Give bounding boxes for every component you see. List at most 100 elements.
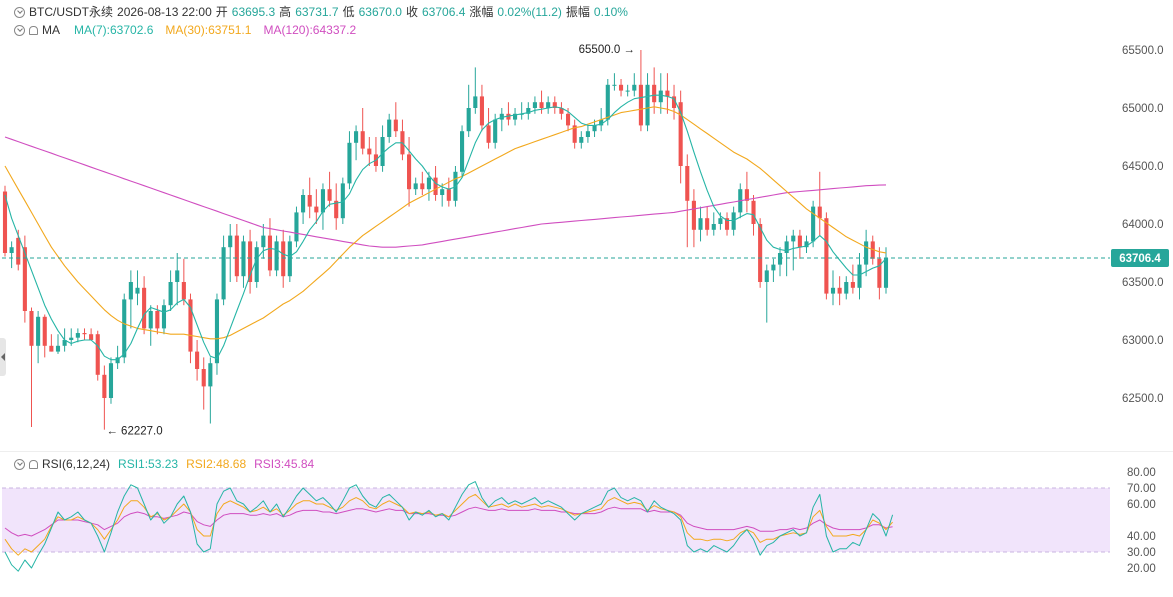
candle-body[interactable] [221, 247, 226, 300]
candle-body[interactable] [632, 84, 637, 91]
candle-body[interactable] [261, 235, 266, 248]
candle-body[interactable] [466, 108, 471, 132]
candle-body[interactable] [347, 142, 352, 184]
candle-body[interactable] [658, 90, 663, 103]
candle-body[interactable] [678, 102, 683, 166]
candle-body[interactable] [75, 333, 80, 338]
current-price-tag[interactable] [1111, 249, 1169, 268]
candle-body[interactable] [877, 258, 882, 288]
candle-body[interactable] [850, 282, 855, 288]
candle-body[interactable] [512, 113, 518, 120]
candle-body[interactable] [281, 241, 286, 277]
candle-body[interactable] [764, 270, 769, 282]
candle-body[interactable] [115, 357, 120, 364]
candle-body[interactable] [625, 90, 630, 92]
candle-body[interactable] [407, 154, 412, 190]
candle-body[interactable] [565, 113, 571, 126]
candle-body[interactable] [188, 299, 193, 352]
candle-body[interactable] [572, 125, 577, 143]
chevron-down-icon[interactable] [14, 6, 25, 18]
candle-body[interactable] [42, 316, 47, 346]
candle-body[interactable] [526, 108, 531, 114]
candle-body[interactable] [618, 84, 624, 91]
candle-body[interactable] [360, 131, 365, 149]
candle-body[interactable] [883, 258, 889, 288]
candle-body[interactable] [857, 264, 862, 288]
ma-label[interactable]: MA [42, 23, 60, 37]
candle-body[interactable] [241, 241, 246, 277]
candle-body[interactable] [870, 241, 875, 259]
candle-body[interactable] [248, 241, 253, 282]
candle-body[interactable] [433, 177, 438, 195]
candle-body[interactable] [214, 299, 220, 364]
candle-body[interactable] [605, 84, 610, 120]
candle-body[interactable] [155, 311, 160, 329]
candle-body[interactable] [274, 241, 279, 271]
candle-body[interactable] [320, 189, 326, 213]
candle-body[interactable] [817, 206, 822, 219]
candle-body[interactable] [95, 334, 100, 375]
candle-body[interactable] [49, 345, 54, 352]
candle-body[interactable] [55, 345, 61, 352]
chevron-down-icon[interactable] [14, 24, 25, 36]
candle-body[interactable] [181, 282, 186, 300]
candle-body[interactable] [267, 235, 273, 271]
candle-body[interactable] [532, 102, 537, 108]
candle-body[interactable] [493, 119, 498, 143]
candle-body[interactable] [420, 183, 425, 190]
candle-body[interactable] [731, 212, 736, 230]
candle-body[interactable] [128, 282, 133, 300]
candle-body[interactable] [82, 333, 87, 335]
candle-body[interactable] [122, 299, 127, 358]
candle-body[interactable] [592, 125, 597, 132]
candle-body[interactable] [22, 247, 27, 311]
candle-body[interactable] [228, 235, 233, 248]
candle-body[interactable] [9, 247, 14, 253]
candle-body[interactable] [804, 241, 809, 248]
candle-body[interactable] [440, 189, 445, 195]
candle-body[interactable] [479, 96, 484, 126]
collapse-panel-handle[interactable] [0, 338, 6, 376]
candle-body[interactable] [314, 206, 319, 213]
candle-body[interactable] [168, 282, 173, 306]
candle-body[interactable] [837, 287, 842, 294]
candle-body[interactable] [195, 351, 200, 369]
candle-body[interactable] [367, 148, 372, 155]
candle-body[interactable] [612, 84, 617, 86]
candle-body[interactable] [698, 218, 703, 230]
candle-body[interactable] [744, 189, 749, 201]
symbol-name[interactable]: BTC/USDT永续 [29, 5, 114, 19]
candle-body[interactable] [327, 189, 332, 201]
chevron-down-icon[interactable] [14, 458, 25, 470]
candle-body[interactable] [585, 131, 590, 137]
candle-body[interactable] [638, 84, 643, 126]
candle-body[interactable] [2, 191, 8, 253]
candle-body[interactable] [89, 334, 94, 340]
candle-body[interactable] [830, 287, 836, 294]
bell-icon[interactable] [29, 25, 38, 35]
candle-body[interactable] [691, 200, 696, 230]
candle-body[interactable] [724, 218, 730, 230]
candle-body[interactable] [506, 113, 511, 120]
candle-body[interactable] [446, 189, 451, 201]
candle-body[interactable] [546, 102, 551, 108]
candle-body[interactable] [460, 131, 465, 172]
candle-body[interactable] [426, 177, 431, 190]
candle-body[interactable] [751, 200, 756, 224]
candle-body[interactable] [811, 206, 816, 242]
candle-body[interactable] [559, 108, 564, 114]
candle-body[interactable] [294, 212, 299, 242]
candle-body[interactable] [486, 125, 491, 143]
candle-body[interactable] [69, 337, 74, 340]
candle-body[interactable] [102, 374, 107, 398]
candle-body[interactable] [413, 183, 418, 190]
candle-body[interactable] [784, 241, 789, 253]
candle-body[interactable] [16, 237, 21, 265]
candle-body[interactable] [791, 235, 796, 242]
candle-body[interactable] [705, 218, 710, 230]
candle-body[interactable] [208, 363, 213, 387]
candle-body[interactable] [340, 183, 345, 219]
candle-body[interactable] [287, 241, 292, 277]
candle-body[interactable] [797, 235, 802, 248]
